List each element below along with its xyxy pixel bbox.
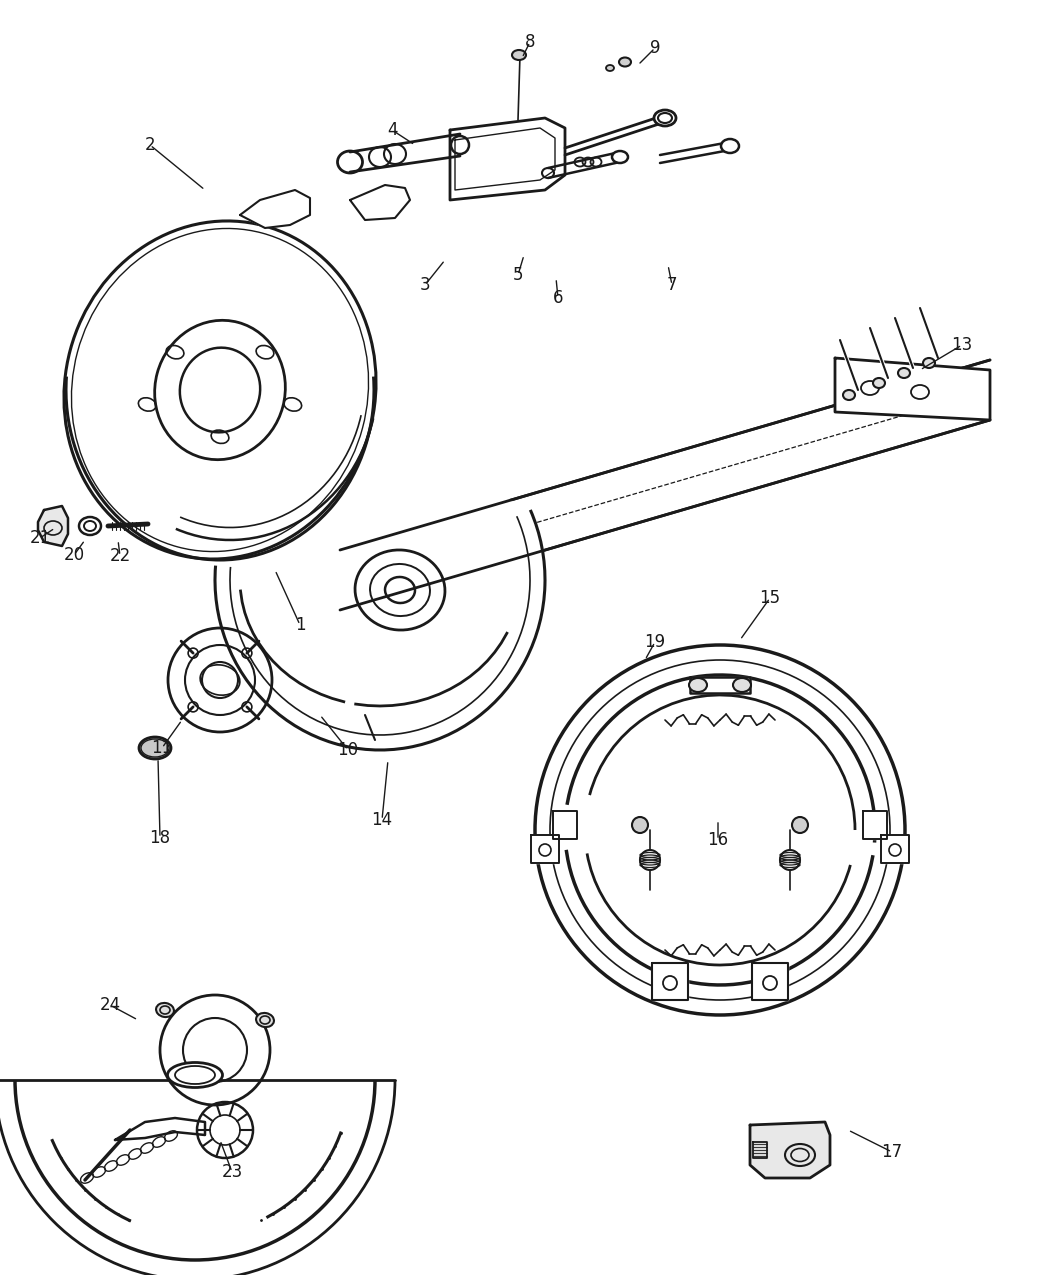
Text: 23: 23 <box>221 1163 243 1181</box>
Ellipse shape <box>168 1062 222 1088</box>
Ellipse shape <box>619 57 631 66</box>
Polygon shape <box>752 963 788 1000</box>
Text: 10: 10 <box>337 741 358 759</box>
Polygon shape <box>690 677 750 694</box>
Polygon shape <box>115 1118 205 1140</box>
Text: 2: 2 <box>145 136 155 154</box>
Text: 3: 3 <box>419 275 431 295</box>
Text: 16: 16 <box>707 831 728 849</box>
Ellipse shape <box>79 516 101 536</box>
Text: 4: 4 <box>387 121 397 139</box>
Text: 24: 24 <box>100 996 121 1014</box>
Polygon shape <box>863 811 887 839</box>
Text: 19: 19 <box>645 632 665 652</box>
Polygon shape <box>0 1080 400 1275</box>
Ellipse shape <box>721 139 739 153</box>
Ellipse shape <box>923 358 935 368</box>
Polygon shape <box>553 811 577 839</box>
Text: 8: 8 <box>525 33 536 51</box>
Ellipse shape <box>898 368 910 377</box>
Text: 20: 20 <box>64 546 85 564</box>
Ellipse shape <box>843 390 855 400</box>
Ellipse shape <box>689 678 707 692</box>
Ellipse shape <box>156 1003 174 1017</box>
Polygon shape <box>340 360 990 609</box>
Text: 1: 1 <box>294 616 305 634</box>
Polygon shape <box>240 190 310 228</box>
Polygon shape <box>881 835 909 863</box>
Text: 15: 15 <box>760 589 781 607</box>
Polygon shape <box>215 414 545 737</box>
Text: 13: 13 <box>952 337 973 354</box>
Ellipse shape <box>733 678 751 692</box>
Polygon shape <box>750 1122 830 1178</box>
Polygon shape <box>38 506 68 546</box>
Text: 9: 9 <box>650 40 660 57</box>
Text: 14: 14 <box>371 811 393 829</box>
Text: 7: 7 <box>667 275 677 295</box>
Ellipse shape <box>606 65 614 71</box>
Circle shape <box>632 817 648 833</box>
Ellipse shape <box>612 150 628 163</box>
Polygon shape <box>350 185 410 221</box>
Polygon shape <box>450 119 565 200</box>
Polygon shape <box>531 835 559 863</box>
Ellipse shape <box>873 377 885 388</box>
Circle shape <box>792 817 808 833</box>
Polygon shape <box>835 358 990 419</box>
Ellipse shape <box>654 110 676 126</box>
Ellipse shape <box>139 737 171 759</box>
Polygon shape <box>652 963 687 1000</box>
Text: 6: 6 <box>552 289 563 307</box>
Text: 22: 22 <box>109 547 131 565</box>
Ellipse shape <box>512 50 526 60</box>
Text: 18: 18 <box>150 829 171 847</box>
Text: 21: 21 <box>29 529 50 547</box>
Polygon shape <box>754 1142 767 1158</box>
Text: 17: 17 <box>881 1142 902 1162</box>
Text: 11: 11 <box>151 740 173 757</box>
Text: 5: 5 <box>512 266 523 284</box>
Ellipse shape <box>256 1012 274 1028</box>
